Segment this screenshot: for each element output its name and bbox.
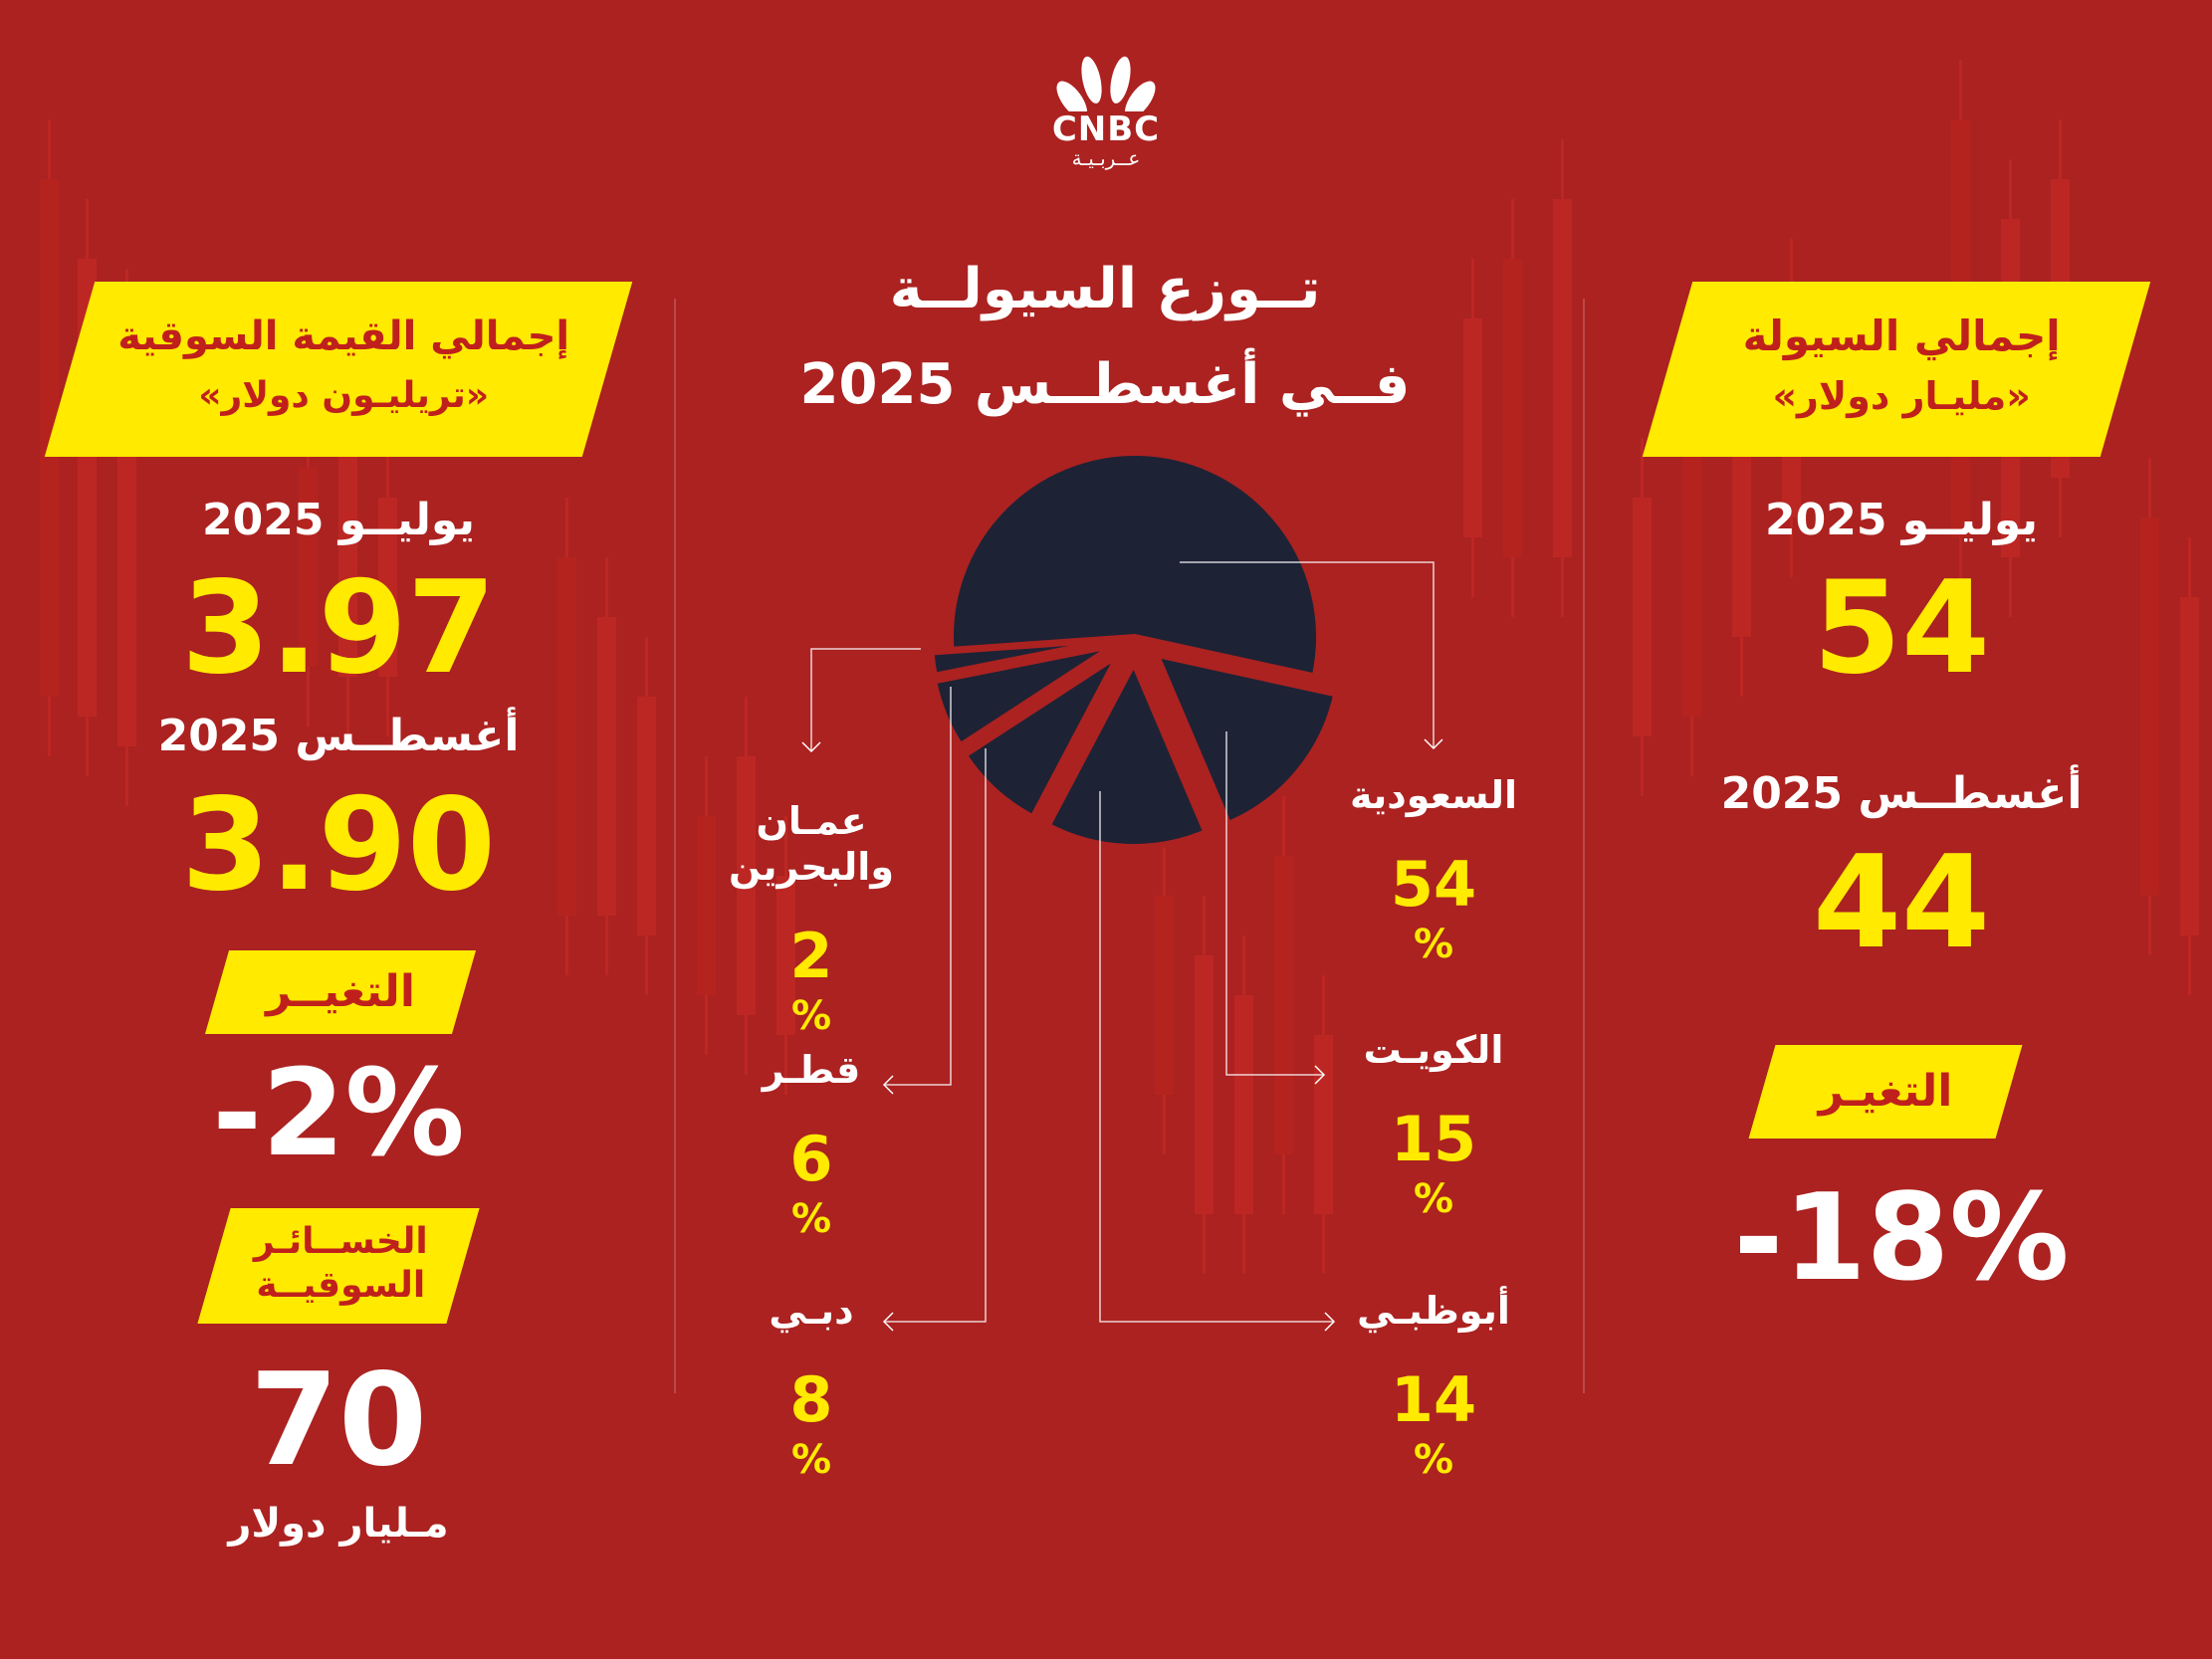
- slice-unit: %: [791, 1196, 831, 1242]
- bg-candle: [1155, 836, 1174, 1154]
- bg-candle: [2140, 458, 2159, 955]
- bg-candle: [776, 816, 795, 1095]
- market-losses-unit: مـليار دولار: [228, 1501, 449, 1547]
- left-change-banner: التغيــر: [204, 950, 477, 1034]
- left-july-value: 3.97: [181, 554, 496, 703]
- leader-line: [1099, 791, 1334, 1323]
- bg-candle: [697, 756, 716, 1055]
- left-july-label: يوليــو 2025: [201, 495, 476, 545]
- bg-candle: [378, 438, 397, 736]
- left-change-label: التغيــر: [266, 966, 415, 1017]
- pie-slice: [928, 636, 1116, 680]
- bg-candle: [1274, 796, 1293, 1214]
- right-change-label: التغيـر: [1818, 1066, 1953, 1117]
- bg-candle: [637, 637, 656, 995]
- bg-candle: [338, 358, 357, 736]
- left-change-value: -2%: [212, 1045, 465, 1183]
- slice-label: قطـر: [761, 1048, 861, 1092]
- right-july-value: 54: [1812, 554, 1991, 703]
- arrow-head-icon: [1324, 1312, 1336, 1332]
- brand-name: CNBC: [1051, 109, 1161, 149]
- leader-line: [810, 648, 921, 751]
- bg-candle: [1195, 896, 1214, 1274]
- left-divider: [674, 299, 676, 1393]
- market-losses-value: 70: [249, 1347, 428, 1495]
- pie-slice: [1043, 656, 1211, 850]
- slice-label: عمـان: [756, 799, 866, 843]
- bg-candle: [1503, 199, 1522, 617]
- slice-value: 14: [1391, 1363, 1476, 1436]
- pie-slice: [960, 645, 1127, 822]
- slice-unit: %: [1414, 1176, 1453, 1222]
- slice-value: 2: [789, 920, 832, 992]
- right-aug-label: أغسطــس 2025: [1720, 768, 2083, 819]
- slice-unit: %: [1414, 922, 1453, 967]
- slice-unit: %: [1414, 1437, 1453, 1483]
- bg-candle: [1463, 259, 1482, 597]
- market-value-banner-title: إجمالي القيمة السوقية: [117, 313, 570, 359]
- right-aug-value: 44: [1812, 829, 1991, 977]
- right-change-value: -18%: [1733, 1169, 2070, 1308]
- slice-unit: %: [791, 993, 831, 1039]
- pie-labels: السعودية 54% الكويـت 15% أبوظبـي 14% دبـي 8% قطـ…: [729, 561, 1517, 1483]
- left-aug-value: 3.90: [181, 771, 496, 920]
- leader-line: [884, 748, 987, 1323]
- market-losses-line1: الخســائـر: [253, 1221, 428, 1262]
- leader-line: [884, 687, 952, 1086]
- bg-candle: [299, 408, 318, 726]
- right-july-label: يوليــو 2025: [1764, 495, 2039, 545]
- slice-label: أبوظبـي: [1357, 1286, 1510, 1333]
- leader-line: [1180, 561, 1435, 748]
- slice-label: الكويـت: [1364, 1028, 1504, 1072]
- liquidity-banner-title: إجمالي السيولة: [1742, 311, 2061, 360]
- pie-slice: [1151, 650, 1340, 828]
- arrow-head-icon: [1314, 1065, 1326, 1085]
- bg-candle: [1682, 358, 1701, 776]
- pie-slice: [948, 450, 1322, 681]
- slice-label: السعودية: [1350, 773, 1517, 817]
- pie-slice: [930, 642, 1117, 750]
- slice-label: دبـي: [769, 1289, 853, 1333]
- pie-slices: [928, 450, 1340, 850]
- peacock-icon: [1056, 56, 1156, 111]
- arrow-head-icon: [882, 1312, 894, 1332]
- market-losses-banner: الخســائـر السوقيــة: [197, 1208, 480, 1324]
- bg-candle: [1553, 139, 1572, 617]
- bg-candle: [597, 557, 616, 975]
- arrow-head-icon: [801, 741, 821, 753]
- slice-value: 8: [789, 1363, 832, 1436]
- right-divider: [1583, 299, 1585, 1393]
- cnbc-logo: CNBC عــربـيـة: [1043, 52, 1169, 169]
- bg-candle: [2180, 537, 2199, 995]
- right-change-banner: التغيـر: [1748, 1045, 2023, 1139]
- chart-title-line1: تــوزع السيولــة: [889, 257, 1321, 321]
- slice-label: والبحرين: [729, 845, 894, 890]
- market-losses-line2: السوقيــة: [256, 1265, 426, 1306]
- liquidity-banner: إجمالي السيولة «مليـار دولار»: [1642, 282, 2151, 457]
- arrow-head-icon: [1424, 738, 1443, 750]
- arrow-head-icon: [882, 1075, 894, 1095]
- left-aug-label: أغسطــس 2025: [157, 711, 520, 761]
- slice-value: 6: [789, 1123, 832, 1195]
- bg-candle: [737, 697, 756, 1075]
- leader-line: [1225, 731, 1324, 1076]
- market-value-banner: إجمالي القيمة السوقية «تريليـون دولار»: [44, 282, 633, 457]
- market-value-banner-unit: «تريليـون دولار»: [198, 375, 490, 416]
- liquidity-banner-unit: «مليـار دولار»: [1772, 374, 2031, 418]
- brand-sub: عــربـيـة: [1071, 146, 1141, 170]
- slice-unit: %: [791, 1437, 831, 1483]
- slice-value: 15: [1391, 1103, 1476, 1175]
- bg-candle: [1633, 438, 1652, 796]
- chart-title-line2: فــي أغسطــس 2025: [799, 352, 1411, 417]
- bg-candle: [1234, 935, 1253, 1274]
- bg-candle: [557, 498, 576, 975]
- slice-value: 54: [1391, 848, 1476, 921]
